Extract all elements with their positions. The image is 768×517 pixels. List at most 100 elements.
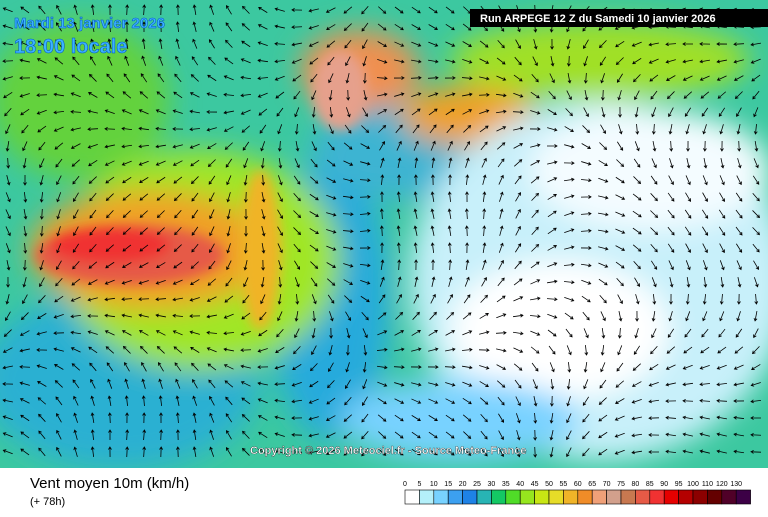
wind-arrow [20,108,30,116]
wind-arrow [631,416,642,421]
wind-arrow [240,109,251,115]
wind-arrow [685,243,691,254]
wind-arrow [158,38,163,49]
wind-arrow [668,175,674,186]
wind-arrow [716,432,727,437]
wind-arrow [482,174,487,185]
wind-arrow [394,23,404,31]
wind-arrow [720,276,725,288]
wind-arrow [615,40,625,48]
wind-arrow [566,430,572,441]
wind-arrow [38,5,46,15]
wind-arrow [276,107,284,117]
wind-arrow [665,415,677,420]
wind-arrow [599,294,607,304]
wind-arrow [496,364,507,370]
wind-arrow [617,90,622,101]
wind-arrow [682,59,693,64]
wind-arrow [667,243,675,253]
wind-arrow [414,259,418,271]
wind-arrow [361,447,369,457]
wind-arrow [138,126,150,131]
wind-arrow [325,449,336,455]
wind-arrow [241,414,250,422]
wind-arrow [428,398,439,404]
legend-tick-label: 0 [403,481,407,488]
wind-arrow [53,347,64,352]
wind-arrow [584,90,589,101]
wind-arrow [565,108,573,117]
wind-arrow [480,294,488,303]
wind-arrow [464,208,469,220]
wind-arrow [378,124,387,133]
wind-arrow [531,243,540,252]
wind-arrow [667,192,675,202]
wind-arrow [343,431,353,439]
wind-arrow [309,193,319,201]
wind-arrow [514,379,522,389]
wind-arrow [53,331,65,335]
wind-arrow [566,90,572,101]
wind-arrow [445,41,456,47]
wind-arrow [600,344,605,356]
wind-arrow [682,449,693,454]
wind-arrow [344,396,352,406]
wind-arrow [22,277,27,288]
wind-arrow [209,4,215,15]
wind-arrow [107,412,112,424]
wind-arrow [90,38,96,49]
wind-arrow [20,23,30,30]
wind-arrow [141,55,147,66]
wind-arrow [361,22,369,32]
wind-arrow [632,363,641,371]
wind-arrow [615,245,626,251]
wind-arrow [462,365,473,370]
wind-arrow [294,311,299,322]
wind-arrow [600,362,606,373]
wind-arrow [56,226,61,237]
wind-arrow [462,381,473,387]
wind-arrow [530,296,541,301]
wind-arrow [122,91,132,99]
wind-arrow [615,380,625,388]
wind-arrow [530,261,540,269]
wind-arrow [36,331,47,336]
wind-arrow [683,346,693,354]
wind-arrow [207,143,217,149]
wind-arrow [547,144,558,148]
wind-arrow [105,176,115,184]
wind-arrow [173,193,182,202]
wind-arrow [479,40,489,48]
wind-arrow [465,259,470,270]
wind-arrow [159,4,163,16]
wind-arrow [716,415,727,420]
wind-arrow [482,259,487,270]
wind-arrow [567,73,572,84]
wind-arrow [138,144,150,149]
wind-arrow [278,276,283,288]
wind-arrow [176,4,180,16]
wind-arrow [397,276,402,287]
wind-arrow [106,227,114,236]
wind-arrow [376,76,388,81]
wind-arrow [461,76,473,81]
wind-arrow [90,395,95,406]
wind-arrow [583,379,589,390]
wind-arrow [342,229,354,234]
wind-arrow [362,39,368,50]
wind-arrow [380,259,385,270]
wind-arrow [464,276,470,287]
legend-swatch [591,489,607,505]
wind-arrow [261,259,265,271]
wind-arrow [650,260,658,270]
wind-arrow [431,259,435,271]
legend-tick-label: 75 [617,481,625,488]
wind-arrow [430,293,436,304]
wind-arrow [496,313,507,319]
wind-arrow [733,42,745,47]
wind-arrow [651,107,657,118]
wind-arrow [410,75,422,80]
legend-tick-label: 80 [632,481,640,488]
wind-arrow [56,209,61,220]
